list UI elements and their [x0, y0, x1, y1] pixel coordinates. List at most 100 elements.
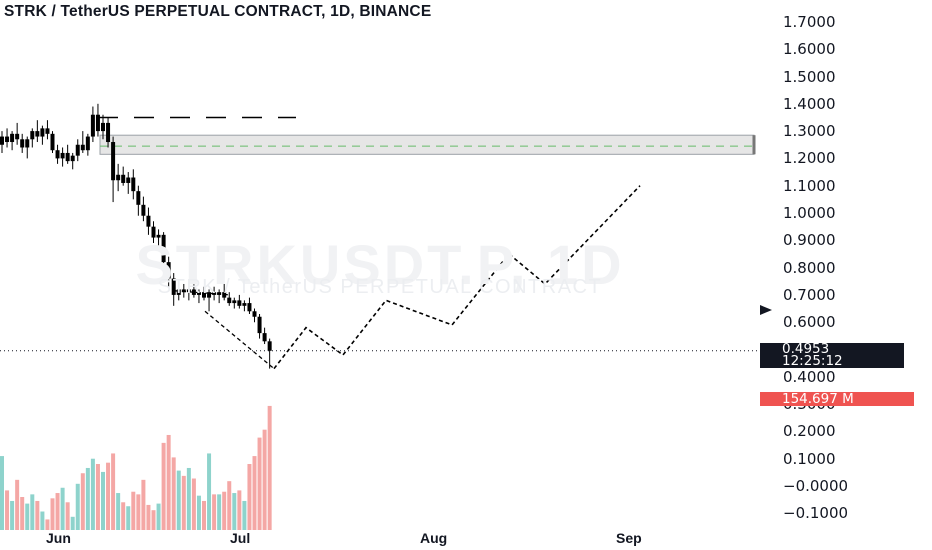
volume-bar — [222, 491, 227, 530]
candle-body — [186, 289, 191, 293]
volume-bar — [50, 498, 55, 530]
candle-body — [181, 289, 186, 293]
volume-bar — [151, 510, 156, 530]
candle-body — [146, 215, 151, 227]
volume-bar — [0, 456, 4, 530]
candle-body — [116, 174, 121, 181]
candle-body — [35, 131, 40, 137]
price-tick-label: −0.0000 — [783, 477, 849, 495]
candle-body — [0, 136, 4, 145]
candle-body — [151, 226, 156, 238]
symbol-watermark: STRKUSDT.P, 1D — [135, 233, 625, 296]
volume-bar — [232, 493, 237, 530]
volume-bar — [10, 500, 15, 530]
candle-body — [247, 303, 252, 312]
volume-bar — [106, 462, 111, 530]
candle-body — [262, 333, 267, 342]
volume-bar — [156, 503, 161, 530]
volume-bar — [126, 506, 131, 530]
volume-bar — [131, 491, 136, 530]
resistance-zone — [99, 134, 755, 155]
price-tick-label: 1.6000 — [783, 40, 836, 59]
candle-body — [242, 303, 247, 306]
volume-bar — [101, 471, 105, 530]
candle-body — [232, 300, 237, 304]
candle-body — [191, 289, 196, 295]
volume-bar — [242, 500, 247, 530]
price-tick-label: 1.3000 — [783, 122, 836, 141]
projection-path — [273, 185, 641, 370]
price-tick-label: 0.6000 — [783, 313, 836, 332]
volume-bar — [166, 434, 171, 530]
range-line — [174, 290, 231, 296]
candle-body — [50, 133, 55, 151]
candle-body — [171, 278, 176, 295]
price-tick-label: 0.8000 — [783, 258, 836, 277]
candle-body — [40, 128, 45, 137]
candle-body — [257, 316, 262, 334]
volume-bar — [116, 493, 121, 530]
price-tick-label: 1.4000 — [783, 94, 836, 113]
candle-body — [55, 150, 60, 159]
price-tick-label: 1.0000 — [783, 204, 836, 222]
volume-label: 154.697 M — [760, 392, 914, 406]
volume-bar — [191, 478, 196, 530]
candle-body — [10, 133, 15, 143]
candle-body — [267, 341, 272, 351]
volume-bar — [55, 493, 60, 530]
price-tick-label: 1.1000 — [783, 176, 836, 195]
candle-body — [25, 139, 30, 148]
volume-bar — [217, 494, 222, 530]
candle-body — [202, 292, 206, 298]
volume-bar — [60, 487, 65, 530]
chart-title: STRK / TetherUS PERPETUAL CONTRACT, 1D, … — [4, 3, 432, 20]
volume-bar — [141, 479, 146, 530]
candle-body — [70, 155, 75, 162]
candle-body — [121, 174, 126, 183]
candle-body — [141, 204, 146, 216]
candle-body — [196, 292, 201, 295]
candle-body — [111, 142, 116, 181]
candle-body — [95, 114, 100, 132]
volume-bar — [207, 453, 212, 530]
candle-body — [156, 234, 161, 238]
candle-body — [90, 114, 95, 137]
volume-bar — [35, 500, 40, 530]
volume-bar — [45, 519, 50, 530]
volume-bar — [257, 437, 262, 530]
candle-body — [30, 131, 35, 140]
volume-bar — [20, 497, 25, 530]
price-tick-label: 0.1000 — [783, 449, 836, 468]
last-price-label: 0.4953 12:25:12 — [760, 341, 904, 368]
volume-bar — [212, 494, 217, 530]
candle-body — [176, 289, 181, 295]
candle-body — [45, 128, 50, 134]
volume-bar — [80, 473, 85, 530]
time-tick-label: Aug — [420, 530, 448, 546]
candle-body — [161, 234, 166, 263]
volume-bar — [161, 442, 166, 530]
candle-body — [252, 311, 257, 317]
price-tick-label: 0.9000 — [783, 231, 836, 250]
volume-bar — [65, 502, 70, 530]
candle-body — [15, 133, 20, 140]
candle-body — [85, 136, 90, 151]
volume-bar — [196, 495, 201, 530]
candle-body — [106, 122, 111, 143]
last-price-value: 0.4953 — [782, 341, 830, 357]
volume-bar — [70, 516, 75, 530]
time-tick-label: Sep — [616, 530, 642, 546]
volume-bar — [136, 494, 141, 530]
volume-bar — [30, 494, 35, 530]
volume-bar — [5, 490, 10, 530]
candle-body — [237, 300, 242, 306]
time-tick-label: Jun — [46, 530, 71, 546]
scale-arrow-icon — [760, 305, 772, 315]
candle-body — [5, 136, 10, 143]
volume-bar — [121, 502, 126, 530]
candle-body — [101, 122, 105, 132]
volume-bar — [75, 483, 80, 530]
price-tick-label: 0.4000 — [783, 367, 836, 386]
candle-body — [227, 297, 232, 304]
